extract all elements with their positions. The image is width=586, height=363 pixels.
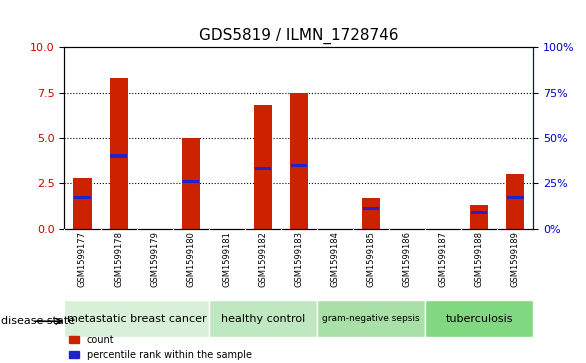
Text: GSM1599182: GSM1599182 <box>258 231 267 286</box>
Text: GSM1599178: GSM1599178 <box>114 231 123 287</box>
Bar <box>182 138 200 229</box>
Text: healthy control: healthy control <box>221 314 305 323</box>
Bar <box>254 167 271 170</box>
Bar <box>291 163 307 167</box>
Text: tuberculosis: tuberculosis <box>445 314 513 323</box>
Bar <box>425 300 533 337</box>
Bar <box>110 155 127 158</box>
Text: GSM1599183: GSM1599183 <box>294 231 304 287</box>
Text: metastatic breast cancer: metastatic breast cancer <box>67 314 206 323</box>
Bar <box>254 105 272 229</box>
Text: GSM1599189: GSM1599189 <box>511 231 520 286</box>
Bar <box>73 178 91 229</box>
Bar <box>317 300 425 337</box>
Text: GSM1599180: GSM1599180 <box>186 231 195 286</box>
Bar <box>290 93 308 229</box>
Text: GSM1599184: GSM1599184 <box>331 231 339 286</box>
Text: disease state: disease state <box>1 316 74 326</box>
Text: GSM1599185: GSM1599185 <box>366 231 376 286</box>
Bar <box>110 78 128 229</box>
Bar <box>471 211 488 214</box>
Bar <box>470 205 488 229</box>
Text: GSM1599181: GSM1599181 <box>222 231 231 286</box>
Bar <box>362 198 380 229</box>
Text: GSM1599179: GSM1599179 <box>150 231 159 286</box>
Text: GSM1599187: GSM1599187 <box>438 231 448 287</box>
Bar <box>363 207 379 210</box>
Title: GDS5819 / ILMN_1728746: GDS5819 / ILMN_1728746 <box>199 28 398 44</box>
Text: gram-negative sepsis: gram-negative sepsis <box>322 314 420 323</box>
Bar <box>182 180 199 183</box>
Bar <box>506 174 524 229</box>
Bar <box>74 196 91 200</box>
Legend: count, percentile rank within the sample: count, percentile rank within the sample <box>69 335 252 360</box>
Text: GSM1599177: GSM1599177 <box>78 231 87 287</box>
Text: GSM1599188: GSM1599188 <box>475 231 483 287</box>
Bar <box>209 300 317 337</box>
Text: GSM1599186: GSM1599186 <box>403 231 411 287</box>
Bar <box>507 196 523 200</box>
Bar <box>64 300 209 337</box>
